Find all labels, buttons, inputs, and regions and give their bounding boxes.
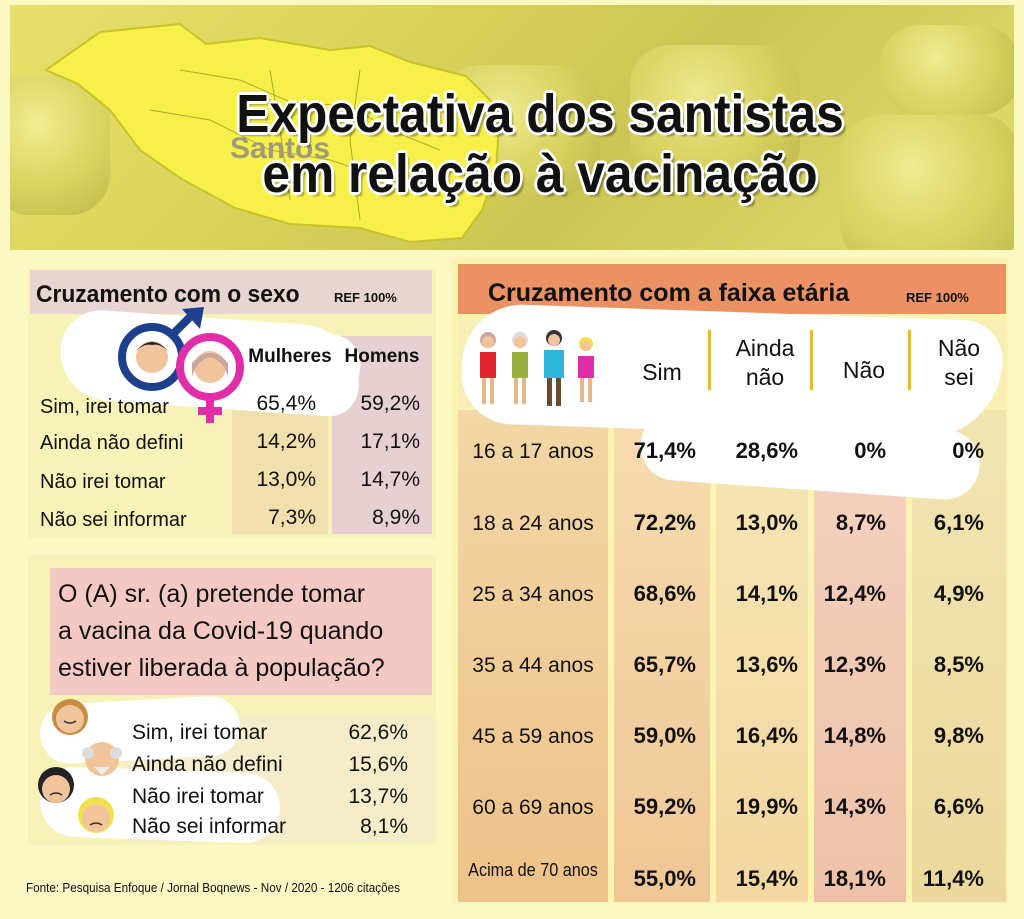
page-title: Expectativa dos santistas em relação à v… [200, 84, 881, 204]
age-row-label: Acima de 70 anos [468, 860, 598, 880]
map-label: Santos [230, 132, 330, 165]
age-cell-nao: 14,3% [823, 794, 886, 819]
header-banner [10, 5, 1014, 250]
age-cell-naosei: 6,6% [933, 794, 984, 819]
age-cell-ainda: 13,0% [735, 510, 798, 535]
age-cell-naosei: 8,5% [933, 652, 984, 677]
age-row-label: 16 a 17 anos [472, 440, 594, 463]
age-row-label: 18 a 24 anos [472, 512, 594, 535]
title-line-2: em relação à vacinação [262, 144, 818, 204]
question-row-label: Não irei tomar [132, 785, 264, 808]
age-col-header-naosei: Não sei [914, 334, 1004, 392]
question-line: O (A) sr. (a) pretende tomar [58, 580, 366, 608]
age-cell-sim: 71,4% [633, 438, 696, 463]
age-cell-ainda: 16,4% [735, 723, 798, 748]
question-line: a vacina da Covid-19 quando [58, 617, 384, 645]
question-row-value: 15,6% [348, 753, 408, 776]
gender-symbols-icon [118, 307, 244, 423]
sex-cell-men: 17,1% [360, 430, 420, 453]
age-group-people-icon [480, 330, 594, 406]
sex-table-title: Cruzamento com o sexo [36, 281, 300, 308]
age-col-header-ainda-line2: não [745, 364, 785, 390]
age-cell-naosei: 9,8% [933, 723, 984, 748]
sex-cell-women: 13,0% [256, 468, 316, 491]
age-label-column-bg [458, 410, 608, 902]
sex-row-label: Sim, irei tomar [40, 396, 169, 418]
age-col-header-naosei-line2: sei [944, 364, 974, 390]
age-cell-sim: 65,7% [633, 652, 696, 677]
age-cell-ainda: 28,6% [735, 438, 798, 463]
santos-map-icon: Santos [43, 22, 502, 244]
age-cell-nao: 0% [854, 438, 886, 463]
vial-decoration [10, 75, 110, 215]
vial-decoration [630, 45, 800, 185]
age-cell-sim: 68,6% [633, 581, 696, 606]
question-row-value: 13,7% [348, 785, 408, 808]
age-col-header-sim: Sim [642, 359, 682, 385]
age-row-label: 45 a 59 anos [472, 725, 594, 748]
question-row-label: Não sei informar [132, 815, 287, 838]
age-cell-nao: 8,7% [835, 510, 886, 535]
question-row-label: Ainda não defini [132, 753, 283, 776]
age-table-title: Cruzamento com a faixa etária [488, 279, 850, 307]
age-cell-sim: 59,0% [633, 723, 696, 748]
age-cell-sim: 59,2% [633, 794, 696, 819]
age-cell-nao: 18,1% [823, 866, 886, 891]
age-cell-naosei: 0% [952, 438, 984, 463]
question-text: O (A) sr. (a) pretende tomar a vacina da… [58, 576, 428, 687]
age-cell-ainda: 19,9% [735, 794, 798, 819]
age-cell-ainda: 13,6% [735, 652, 798, 677]
sex-cell-men: 14,7% [360, 468, 420, 491]
age-col-header-naosei-line1: Não [937, 335, 981, 361]
question-row-label: Sim, irei tomar [132, 721, 268, 744]
age-cell-naosei: 11,4% [922, 866, 984, 891]
people-faces-icon [38, 699, 122, 833]
age-cell-nao: 14,8% [823, 723, 886, 748]
age-cell-nao: 12,3% [823, 652, 886, 677]
vial-decoration [840, 115, 1014, 250]
sex-row-label: Não irei tomar [40, 471, 166, 493]
age-col-header-nao: Não [842, 357, 886, 383]
age-row-label: 35 a 44 anos [472, 654, 594, 677]
age-cell-naosei: 4,9% [933, 581, 984, 606]
sex-cell-women: 14,2% [256, 430, 316, 453]
sim-column-bg [614, 410, 710, 902]
age-row-label: 25 a 34 anos [472, 583, 594, 606]
column-separator [908, 330, 911, 390]
age-cell-sim: 72,2% [633, 510, 696, 535]
age-cell-ainda: 14,1% [735, 581, 798, 606]
age-cell-naosei: 6,1% [933, 510, 984, 535]
sex-cell-men: 8,9% [372, 506, 420, 529]
col-header-women: Mulheres [248, 346, 332, 367]
age-cell-nao: 12,4% [823, 581, 886, 606]
column-separator [810, 330, 813, 390]
age-ref-label: REF 100% [906, 290, 969, 305]
col-header-men: Homens [344, 346, 420, 367]
question-row-value: 62,6% [348, 721, 408, 744]
age-col-header-ainda: Ainda não [720, 334, 810, 392]
question-title-bar [50, 568, 432, 695]
sex-cell-women: 7,3% [268, 506, 316, 529]
age-cell-sim: 55,0% [633, 866, 696, 891]
age-row-label: 60 a 69 anos [472, 796, 594, 819]
vial-decoration [880, 25, 1014, 115]
ainda-column-bg [716, 410, 808, 902]
question-line: estiver liberada à população? [58, 654, 385, 682]
title-line-1: Expectativa dos santistas [236, 84, 844, 144]
question-row-value: 8,1% [360, 815, 408, 838]
sex-cell-men: 59,2% [360, 392, 420, 415]
sex-row-label: Ainda não defini [40, 432, 184, 454]
sex-ref-label: REF 100% [334, 290, 397, 305]
age-cell-ainda: 15,4% [735, 866, 798, 891]
sex-title-bar [30, 270, 432, 314]
column-separator [708, 330, 711, 390]
source-note: Fonte: Pesquisa Enfoque / Jornal Boqnews… [26, 880, 400, 895]
age-col-header-ainda-line1: Ainda [735, 335, 795, 361]
sex-cell-women: 65,4% [256, 392, 316, 415]
sex-row-label: Não sei informar [40, 509, 187, 531]
